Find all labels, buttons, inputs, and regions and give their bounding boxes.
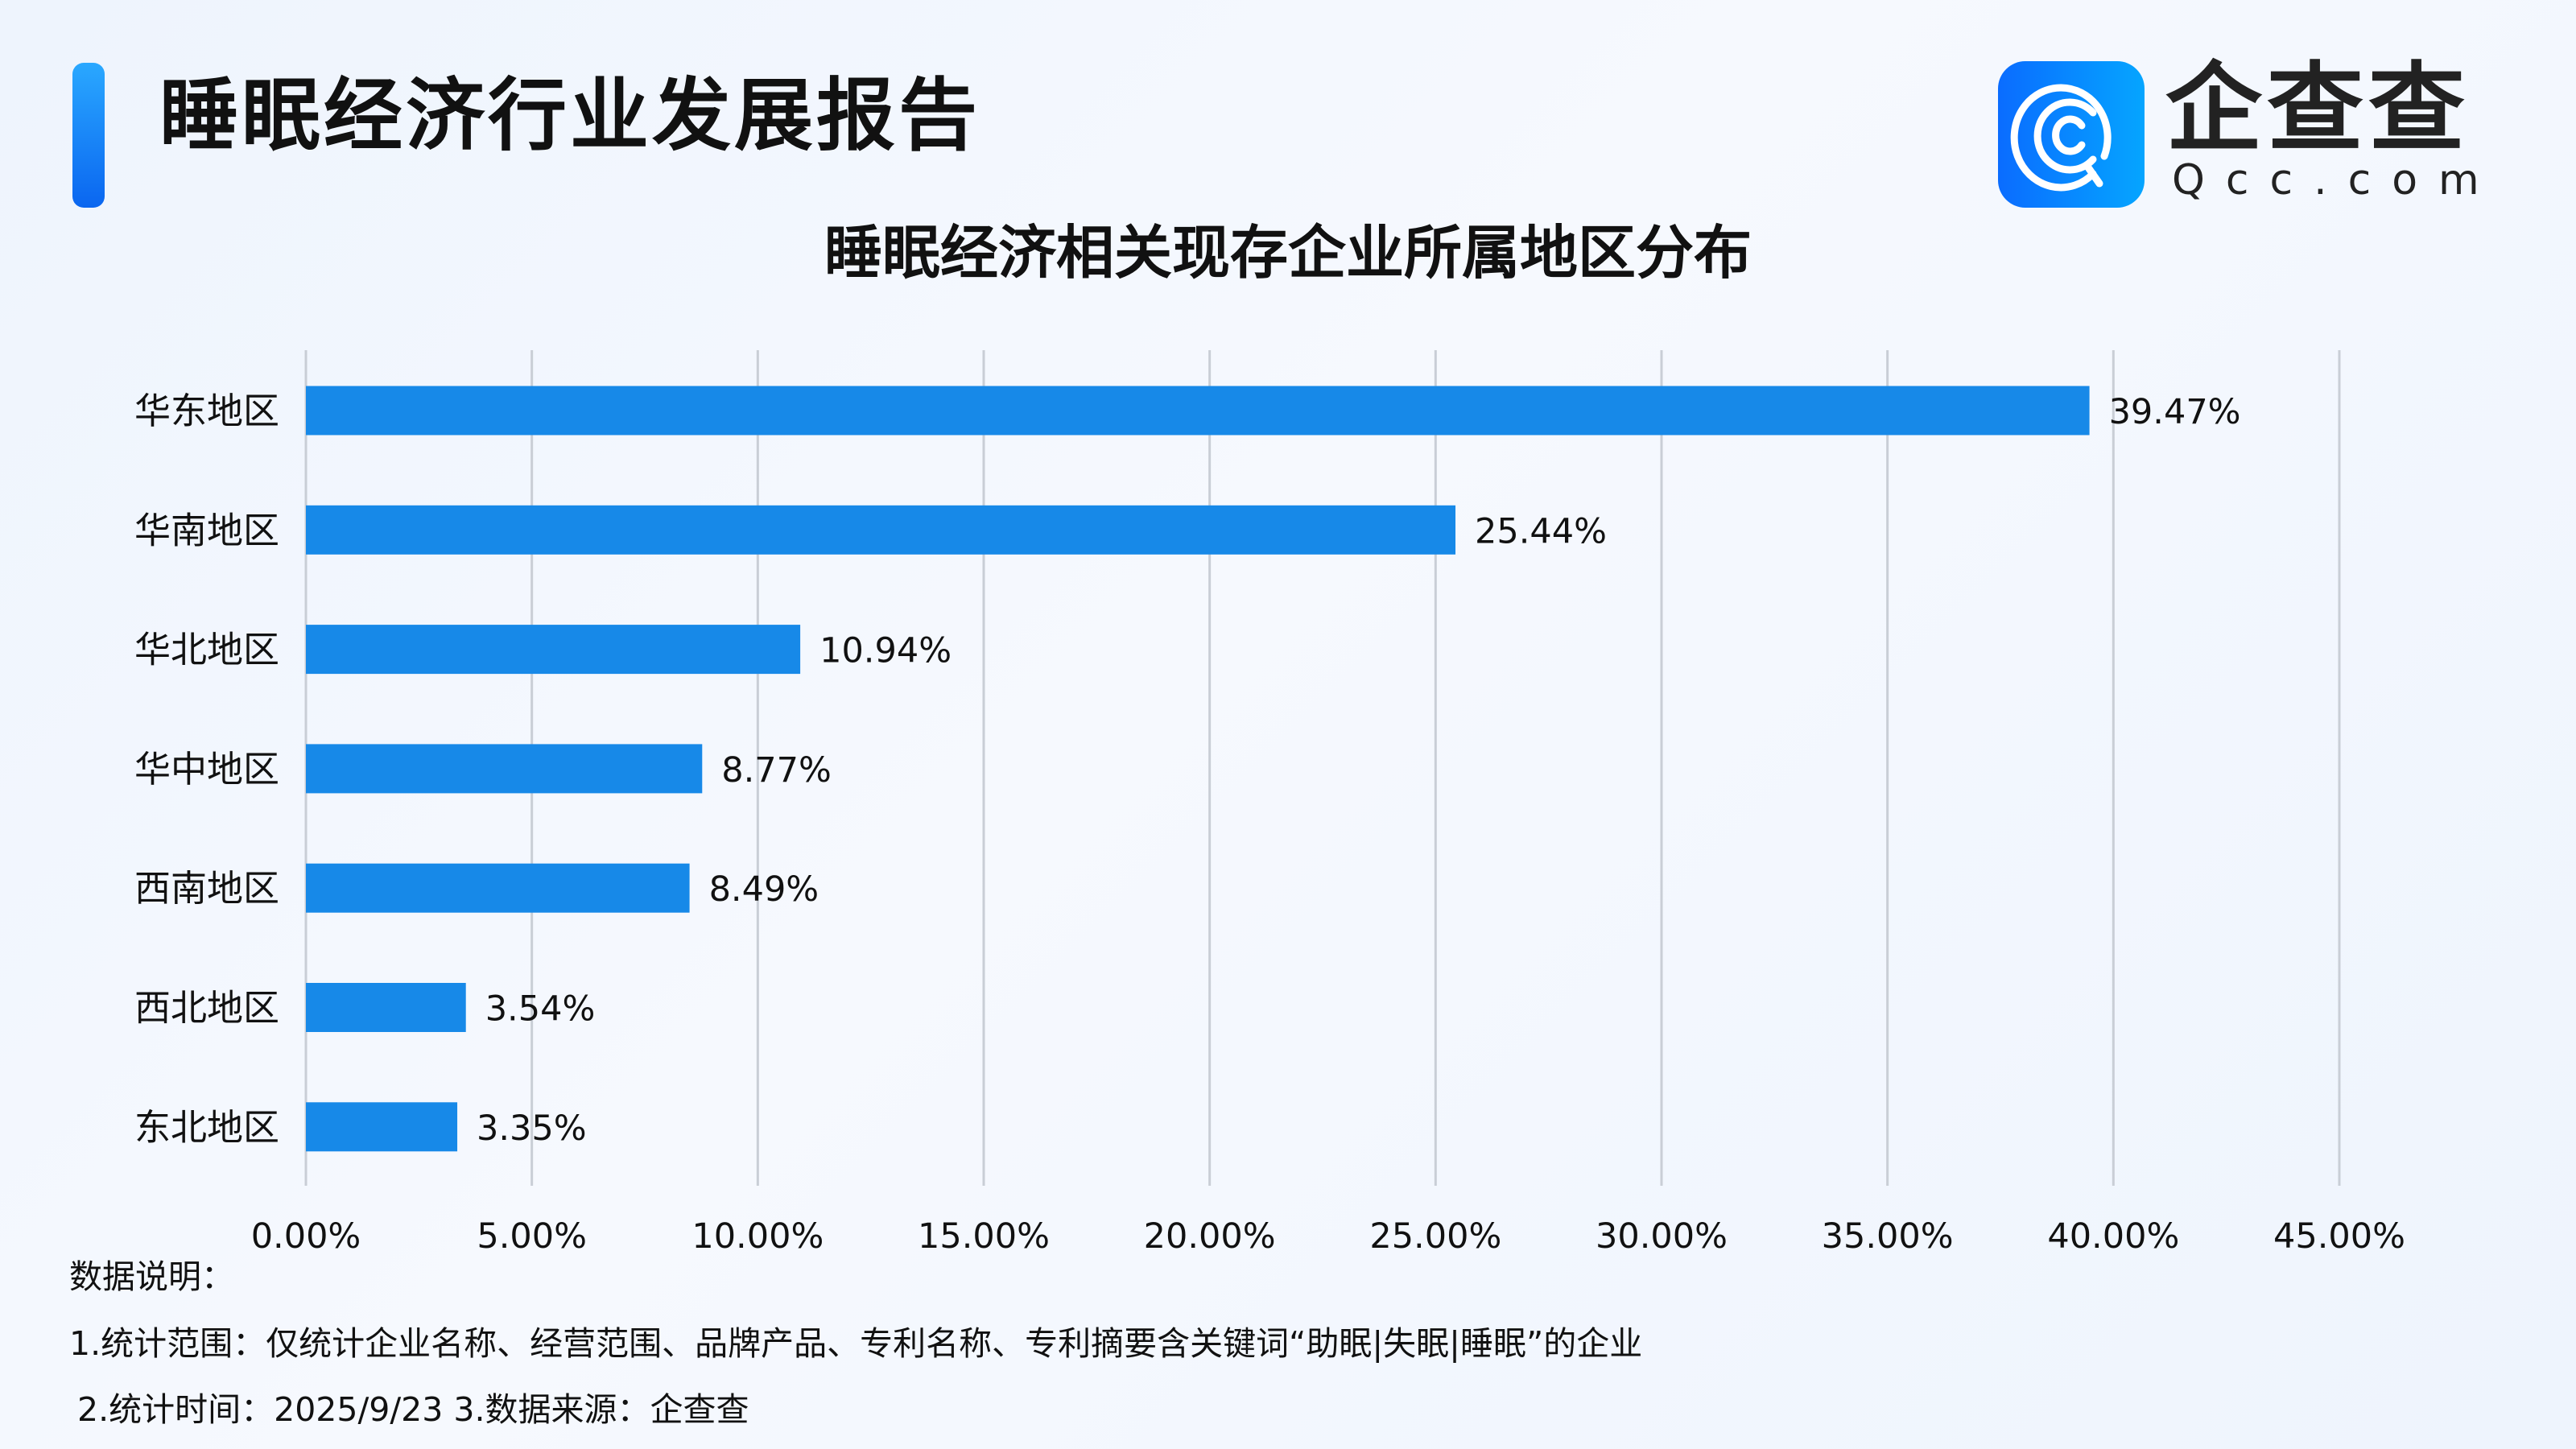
x-tick-label: 40.00% — [2047, 1216, 2179, 1257]
logo-text-en: Qcc.com — [2172, 156, 2500, 204]
notes-line-2: 2.统计时间：2025/9/23 3.数据来源：企查查 — [77, 1390, 749, 1429]
chart-title: 睡眠经济相关现存企业所属地区分布 — [824, 219, 1752, 287]
bar — [306, 983, 466, 1032]
qcc-logo: 企查查 Qcc.com — [1998, 56, 2481, 208]
data-label: 8.49% — [709, 869, 819, 910]
bar — [306, 1102, 458, 1152]
x-tick-label: 5.00% — [477, 1216, 587, 1257]
category-label: 华中地区 — [134, 748, 279, 791]
x-tick-label: 20.00% — [1144, 1216, 1276, 1257]
x-tick-label: 30.00% — [1596, 1216, 1728, 1257]
data-label: 25.44% — [1475, 511, 1607, 551]
logo-text-cn: 企查查 — [2165, 53, 2470, 165]
bar — [306, 386, 2090, 436]
category-label: 西南地区 — [134, 867, 279, 910]
x-tick-label: 10.00% — [691, 1216, 824, 1257]
category-label: 华北地区 — [134, 629, 279, 671]
x-tick-label: 35.00% — [1822, 1216, 1954, 1257]
category-label: 东北地区 — [134, 1106, 279, 1149]
category-label: 西北地区 — [134, 987, 279, 1030]
data-label: 3.35% — [477, 1108, 587, 1149]
page-title: 睡眠经济行业发展报告 — [159, 70, 981, 162]
x-tick-label: 15.00% — [918, 1216, 1050, 1257]
category-label: 华东地区 — [134, 390, 279, 432]
bar — [306, 505, 1456, 555]
bar — [306, 744, 703, 794]
bar — [306, 625, 801, 675]
x-tick-label: 0.00% — [251, 1216, 361, 1257]
title-accent-bar — [72, 63, 105, 208]
x-tick-label: 25.00% — [1369, 1216, 1501, 1257]
category-label: 华南地区 — [134, 509, 279, 551]
data-label: 3.54% — [485, 989, 596, 1030]
notes-line-1: 1.统计范围：仅统计企业名称、经营范围、品牌产品、专利名称、专利摘要含关键词“助… — [69, 1324, 1643, 1363]
bar — [306, 863, 690, 913]
data-label: 10.94% — [819, 631, 952, 671]
data-label: 39.47% — [2109, 392, 2241, 432]
data-label: 8.77% — [721, 750, 832, 791]
x-tick-label: 45.00% — [2273, 1216, 2405, 1257]
qcc-logo-icon — [1998, 61, 2145, 208]
notes-heading: 数据说明： — [69, 1257, 234, 1296]
